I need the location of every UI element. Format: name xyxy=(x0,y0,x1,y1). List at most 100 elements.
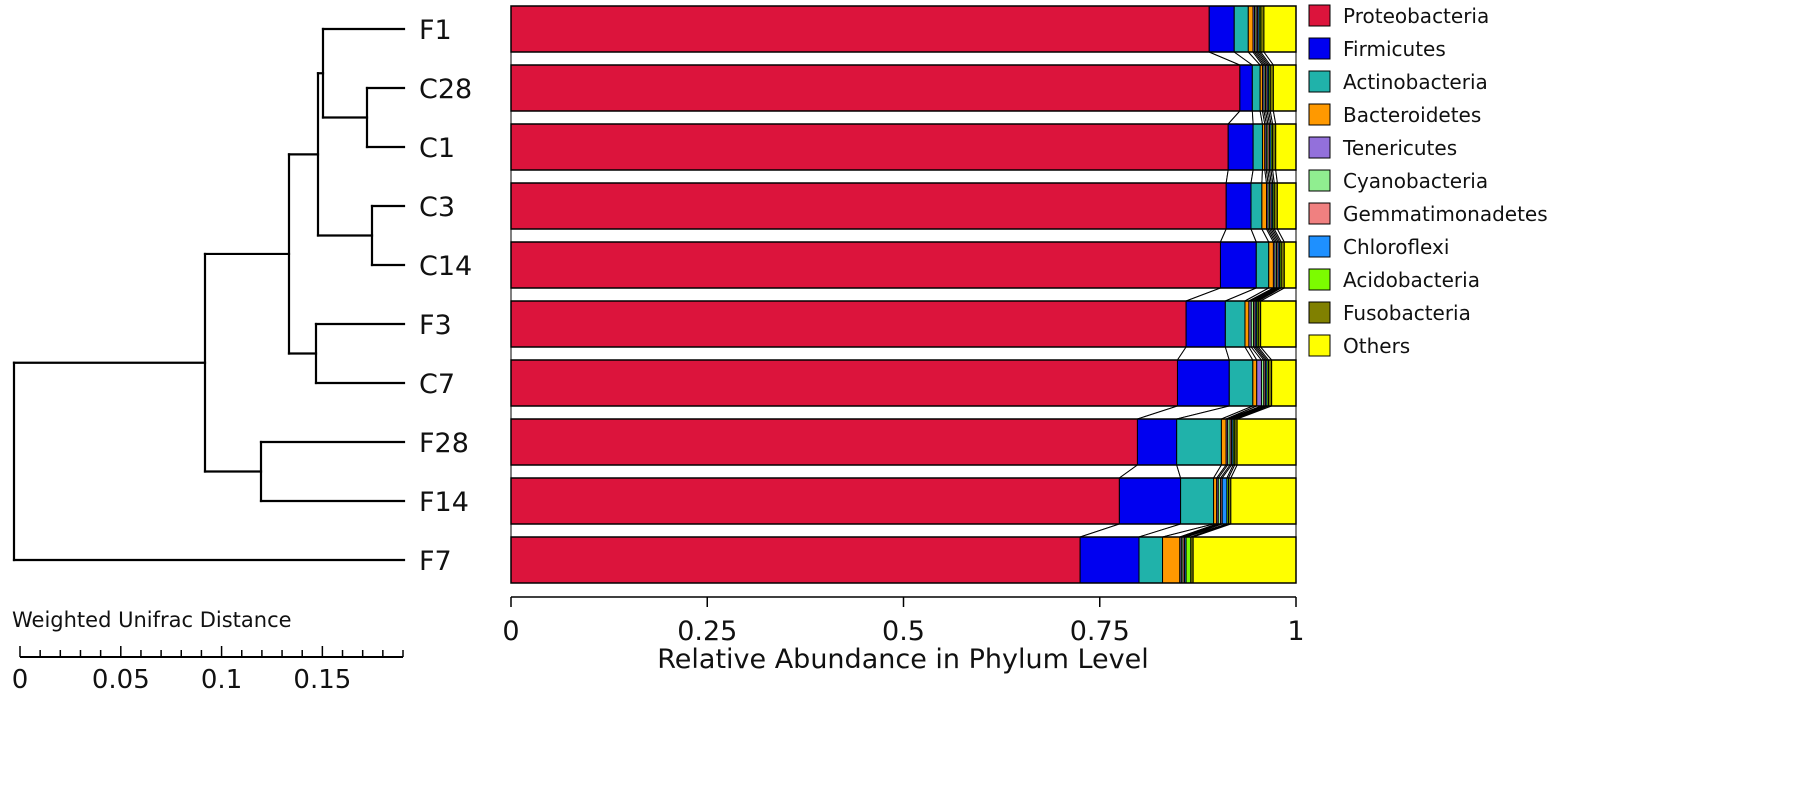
connector-firmicutes-5 xyxy=(1176,346,1230,361)
bar-segment-f3-firmicutes xyxy=(1185,300,1226,348)
bar-segment-f14-actinobacteria xyxy=(1180,477,1215,525)
legend-label-bacteroidetes: Bacteroidetes xyxy=(1343,103,1481,127)
sample-label-c1: C1 xyxy=(419,133,455,164)
connector-others-7 xyxy=(1230,464,1297,479)
bar-outline-f14 xyxy=(510,477,1297,525)
connector-others-1 xyxy=(1272,110,1297,125)
legend-label-actinobacteria: Actinobacteria xyxy=(1343,70,1488,94)
legend-swatch-others xyxy=(1308,334,1331,357)
connector-proteobacteria-0 xyxy=(510,51,1241,66)
scale-tick-label: 0.05 xyxy=(92,665,150,695)
bar-segment-f7-firmicutes xyxy=(1079,536,1140,584)
bar-segment-c28-actinobacteria xyxy=(1251,64,1261,112)
legend-label-acidobacteria: Acidobacteria xyxy=(1343,268,1480,292)
legend-swatch-proteobacteria xyxy=(1308,4,1331,27)
connector-actinobacteria-2 xyxy=(1250,169,1264,184)
bar-outline-f7 xyxy=(510,536,1297,584)
bar-segment-f28-bacteroidetes xyxy=(1220,418,1227,466)
legend: Proteobacteria Firmicutes Actinobacteria Ba… xyxy=(1308,4,1548,358)
legend-label-others: Others xyxy=(1343,334,1410,358)
bar-segment-c28-others xyxy=(1272,64,1297,112)
bar-segment-f14-proteobacteria xyxy=(510,477,1120,525)
legend-label-cyanobacteria: Cyanobacteria xyxy=(1343,169,1488,193)
bar-segment-f7-bacteroidetes xyxy=(1162,536,1181,584)
bar-segment-f3-others xyxy=(1260,300,1297,348)
connector-proteobacteria-6 xyxy=(510,405,1178,420)
legend-label-gemmatimonadetes: Gemmatimonadetes xyxy=(1343,202,1548,226)
bar-segment-f1-others xyxy=(1263,5,1297,53)
connector-firmicutes-3 xyxy=(1219,228,1258,243)
legend-label-tenericutes: Tenericutes xyxy=(1342,136,1457,160)
bar-segment-f3-actinobacteria xyxy=(1224,300,1246,348)
bar-segment-c28-proteobacteria xyxy=(510,64,1241,112)
bar-segment-c14-proteobacteria xyxy=(510,241,1221,289)
bar-segment-c1-actinobacteria xyxy=(1252,123,1263,171)
bar-segment-c7-bacteroidetes xyxy=(1252,359,1258,407)
distance-scale-title: Weighted Unifrac Distance xyxy=(12,608,292,632)
bar-outline-f1 xyxy=(510,5,1297,53)
sample-label-c3: C3 xyxy=(419,192,455,223)
scale-tick-label: 0 xyxy=(12,665,29,695)
x-tick-label: 1 xyxy=(1287,616,1304,647)
connector-proteobacteria-5 xyxy=(510,346,1188,361)
sample-label-f7: F7 xyxy=(419,546,452,577)
legend-label-proteobacteria: Proteobacteria xyxy=(1343,4,1489,28)
legend-swatch-chloroflexi xyxy=(1308,235,1331,258)
connector-others-2 xyxy=(1275,169,1297,184)
bar-segment-c7-others xyxy=(1271,359,1297,407)
bar-segment-f7-others xyxy=(1192,536,1297,584)
legend-label-firmicutes: Firmicutes xyxy=(1343,37,1446,61)
sample-label-f14: F14 xyxy=(419,487,469,518)
bar-segment-c7-firmicutes xyxy=(1176,359,1230,407)
bar-segment-f14-firmicutes xyxy=(1118,477,1182,525)
bar-segment-c14-actinobacteria xyxy=(1255,241,1270,289)
bar-segment-c3-firmicutes xyxy=(1225,182,1252,230)
bar-segment-f28-others xyxy=(1236,418,1297,466)
bar-segment-c7-tenericutes xyxy=(1256,359,1262,407)
bar-outline-c3 xyxy=(510,182,1297,230)
bar-segment-f1-bacteroidetes xyxy=(1247,5,1254,53)
distance-scale: 0 0.05 0.1 0.15 xyxy=(12,646,404,695)
bar-outline-c1 xyxy=(510,123,1297,171)
bar-segment-f7-actinobacteria xyxy=(1138,536,1164,584)
x-tick-label: 0.25 xyxy=(677,616,737,647)
legend-swatch-acidobacteria xyxy=(1308,268,1331,291)
connector-proteobacteria-2 xyxy=(510,169,1229,184)
legend-swatch-fusobacteria xyxy=(1308,301,1331,324)
legend-swatch-gemmatimonadetes xyxy=(1308,202,1331,225)
legend-swatch-actinobacteria xyxy=(1308,70,1331,93)
bar-segment-f14-others xyxy=(1230,477,1297,525)
x-axis-title: Relative Abundance in Phylum Level xyxy=(657,644,1148,675)
x-axis: 0 0.25 0.5 0.75 1 xyxy=(502,596,1305,647)
bar-segment-c7-proteobacteria xyxy=(510,359,1178,407)
sample-label-c14: C14 xyxy=(419,251,472,282)
connector-proteobacteria-1 xyxy=(510,110,1241,125)
connector-proteobacteria-8 xyxy=(510,523,1120,538)
bar-segment-f28-actinobacteria xyxy=(1176,418,1222,466)
bar-outline-c14 xyxy=(510,241,1297,289)
sample-label-f28: F28 xyxy=(419,428,469,459)
bar-segment-c3-others xyxy=(1276,182,1297,230)
bar-segment-f1-actinobacteria xyxy=(1233,5,1249,53)
x-tick-label: 0.75 xyxy=(1070,616,1130,647)
sample-label-f1: F1 xyxy=(419,15,452,46)
sample-label-c28: C28 xyxy=(419,74,472,105)
bar-segment-c1-firmicutes xyxy=(1227,123,1254,171)
legend-swatch-cyanobacteria xyxy=(1308,169,1331,192)
bar-segment-c1-proteobacteria xyxy=(510,123,1229,171)
bar-segment-c3-bacteroidetes xyxy=(1261,182,1268,230)
sample-label-f3: F3 xyxy=(419,310,452,341)
bar-segment-c3-actinobacteria xyxy=(1250,182,1263,230)
bar-outline-f3 xyxy=(510,300,1297,348)
bar-outline-c28 xyxy=(510,64,1297,112)
bar-segment-f7-acidobacteria xyxy=(1185,536,1192,584)
connector-proteobacteria-7 xyxy=(510,464,1139,479)
bar-segment-f3-bacteroidetes xyxy=(1244,300,1250,348)
bar-segment-c3-proteobacteria xyxy=(510,182,1227,230)
connector-proteobacteria-3 xyxy=(510,228,1227,243)
bar-segment-c14-bacteroidetes xyxy=(1268,241,1274,289)
legend-swatch-firmicutes xyxy=(1308,37,1331,60)
sample-labels: F1 C28 C1 C3 C14 F3 C7 F28 F14 F7 xyxy=(419,15,472,577)
x-tick-label: 0 xyxy=(502,616,519,647)
scale-tick-label: 0.15 xyxy=(293,665,351,695)
